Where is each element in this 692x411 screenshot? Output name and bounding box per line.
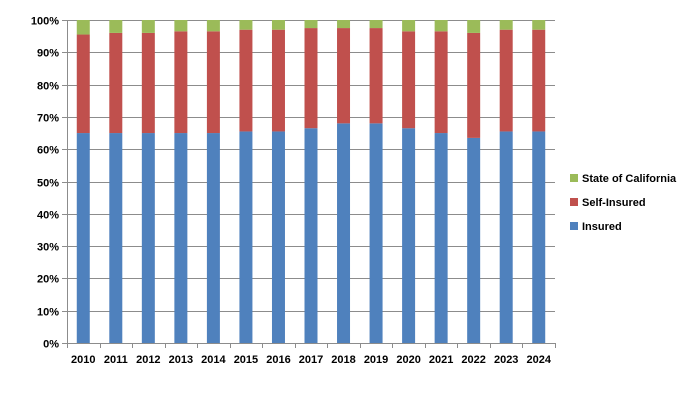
bar-state-of-california-2012 bbox=[141, 20, 155, 33]
x-tick-label: 2022 bbox=[461, 354, 485, 366]
x-tick-label: 2019 bbox=[364, 354, 388, 366]
bar-state-of-california-2016 bbox=[271, 20, 285, 30]
bar-insured-2016 bbox=[271, 131, 285, 343]
bar-insured-2014 bbox=[206, 133, 220, 343]
bar-self-insured-2021 bbox=[434, 31, 448, 134]
bar-insured-2012 bbox=[141, 133, 155, 343]
x-tick-label: 2011 bbox=[104, 354, 128, 366]
bar-state-of-california-2013 bbox=[174, 20, 188, 32]
legend-label: Self-Insured bbox=[582, 197, 646, 209]
axes: 0% 10% 20% 30% 40% 50% 60% 70% 80% 90% 100% 2010 201… bbox=[31, 16, 556, 366]
legend-label: Insured bbox=[582, 221, 622, 233]
bar-insured-2017 bbox=[304, 128, 318, 343]
x-tick-label: 2018 bbox=[331, 354, 355, 366]
bar-insured-2023 bbox=[499, 131, 513, 343]
bar-insured-2022 bbox=[467, 137, 481, 343]
bar-self-insured-2010 bbox=[76, 34, 90, 134]
bar-insured-2024 bbox=[532, 131, 546, 343]
y-tick-label: 80% bbox=[37, 81, 59, 93]
bar-self-insured-2015 bbox=[239, 29, 253, 132]
y-tick-label: 30% bbox=[37, 242, 59, 254]
bar-insured-2013 bbox=[174, 133, 188, 343]
bar-state-of-california-2011 bbox=[109, 20, 123, 33]
bar-state-of-california-2022 bbox=[467, 20, 481, 33]
y-tick-label: 10% bbox=[37, 307, 59, 319]
bar-state-of-california-2019 bbox=[369, 20, 383, 29]
bar-insured-2015 bbox=[239, 131, 253, 343]
bar-self-insured-2019 bbox=[369, 28, 383, 124]
bar-self-insured-2020 bbox=[402, 31, 416, 129]
bar-self-insured-2011 bbox=[109, 32, 123, 134]
bar-series bbox=[76, 20, 546, 343]
x-tick-label: 2017 bbox=[299, 354, 323, 366]
y-tick-label: 40% bbox=[37, 210, 59, 222]
bar-insured-2011 bbox=[109, 133, 123, 343]
y-tick-label: 100% bbox=[31, 16, 59, 28]
bar-state-of-california-2014 bbox=[206, 20, 220, 32]
bar-state-of-california-2023 bbox=[499, 20, 513, 30]
bar-self-insured-2017 bbox=[304, 28, 318, 129]
bar-self-insured-2018 bbox=[337, 28, 351, 124]
bar-self-insured-2014 bbox=[206, 31, 220, 134]
legend-swatch bbox=[570, 222, 578, 230]
bar-self-insured-2023 bbox=[499, 29, 513, 132]
legend: State of California Self-Insured Insured bbox=[570, 173, 677, 233]
y-tick-label: 50% bbox=[37, 178, 59, 190]
bar-self-insured-2013 bbox=[174, 31, 188, 134]
y-tick-label: 70% bbox=[37, 113, 59, 125]
bar-self-insured-2016 bbox=[271, 29, 285, 132]
x-tick-label: 2020 bbox=[396, 354, 420, 366]
bar-insured-2018 bbox=[337, 123, 351, 343]
bar-insured-2019 bbox=[369, 123, 383, 343]
x-tick-label: 2014 bbox=[201, 354, 226, 366]
bar-state-of-california-2020 bbox=[402, 20, 416, 32]
bar-self-insured-2022 bbox=[467, 32, 481, 138]
legend-swatch bbox=[570, 198, 578, 206]
bar-state-of-california-2018 bbox=[337, 20, 351, 29]
legend-swatch bbox=[570, 174, 578, 182]
bar-state-of-california-2010 bbox=[76, 20, 90, 35]
bar-insured-2020 bbox=[402, 128, 416, 343]
x-tick-label: 2012 bbox=[136, 354, 160, 366]
x-tick-label: 2024 bbox=[526, 354, 551, 366]
x-tick-label: 2016 bbox=[266, 354, 290, 366]
y-tick-label: 0% bbox=[43, 339, 59, 351]
y-tick-label: 90% bbox=[37, 48, 59, 60]
bar-insured-2021 bbox=[434, 133, 448, 343]
x-tick-label: 2023 bbox=[494, 354, 518, 366]
bar-state-of-california-2024 bbox=[532, 20, 546, 30]
bar-state-of-california-2017 bbox=[304, 20, 318, 29]
x-tick-label: 2013 bbox=[169, 354, 193, 366]
bar-self-insured-2024 bbox=[532, 29, 546, 132]
x-tick-label: 2021 bbox=[429, 354, 453, 366]
bar-state-of-california-2021 bbox=[434, 20, 448, 32]
y-tick-label: 60% bbox=[37, 145, 59, 157]
x-tick-label: 2010 bbox=[71, 354, 95, 366]
bar-state-of-california-2015 bbox=[239, 20, 253, 30]
bar-self-insured-2012 bbox=[141, 32, 155, 134]
x-tick-label: 2015 bbox=[234, 354, 258, 366]
bar-insured-2010 bbox=[76, 133, 90, 343]
y-tick-label: 20% bbox=[37, 274, 59, 286]
legend-label: State of California bbox=[582, 173, 677, 185]
